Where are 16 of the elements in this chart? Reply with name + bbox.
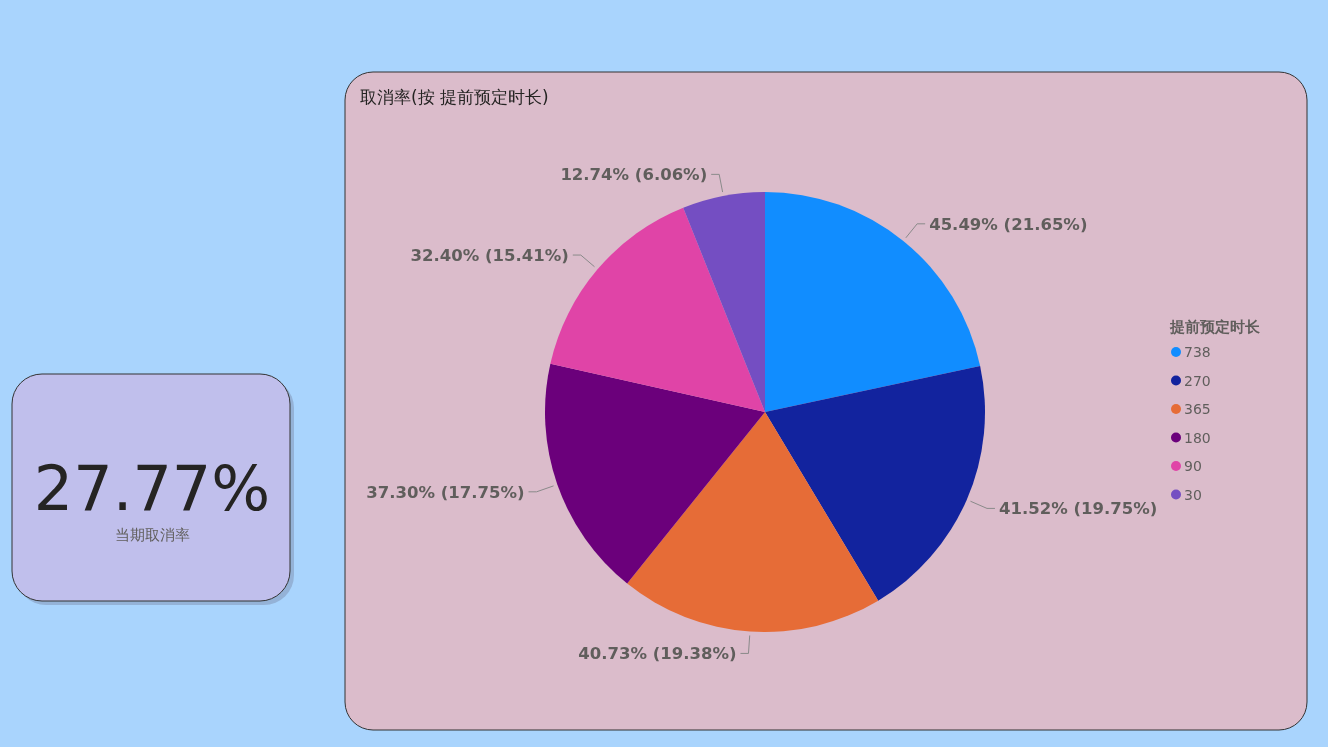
legend-label: 90 — [1184, 458, 1202, 474]
data-label: 40.73% (19.38%) — [578, 644, 737, 664]
legend-label: 30 — [1184, 486, 1202, 503]
legend-label: 365 — [1184, 401, 1211, 417]
data-label: 32.40% (15.41%) — [410, 246, 569, 266]
text: 当期取消率 — [114, 526, 190, 544]
data-label: 45.49% (21.65%) — [929, 214, 1088, 234]
legend-title: 提前预定时长 — [1169, 318, 1261, 336]
data-label: 41.52% (19.75%) — [998, 499, 1158, 519]
legend-label: 738 — [1184, 344, 1211, 360]
data-label: 37.30% (17.75%) — [366, 482, 525, 502]
legend-label: 270 — [1184, 372, 1211, 389]
data-label: 12.74% (6.06%) — [560, 165, 708, 185]
text: 27.77% — [33, 452, 271, 525]
chart-title: 取消率(按 提前预定时长) — [360, 87, 549, 107]
legend-label: 180 — [1184, 429, 1211, 446]
